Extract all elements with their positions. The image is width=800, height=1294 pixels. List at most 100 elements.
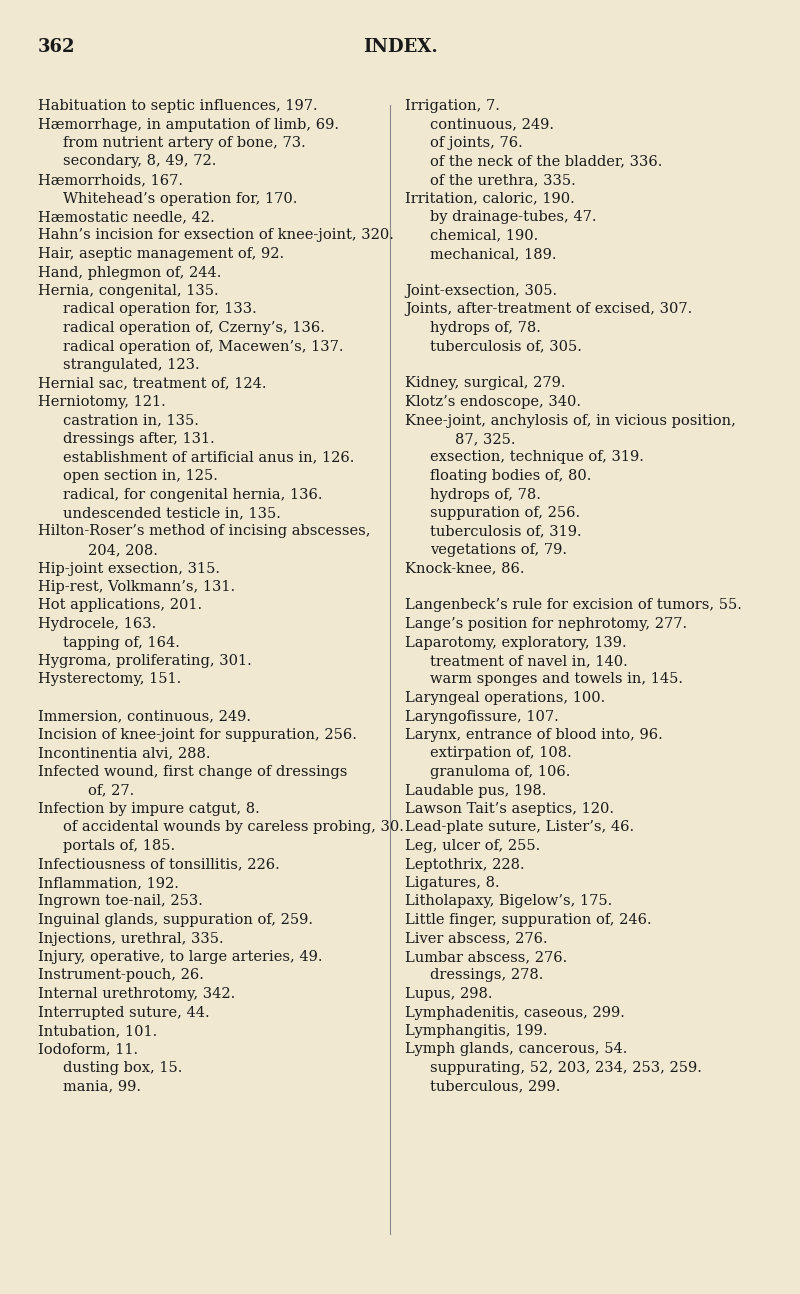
Text: continuous, 249.: continuous, 249. [430,118,554,132]
Text: tuberculosis of, 319.: tuberculosis of, 319. [430,524,582,538]
Text: Lupus, 298.: Lupus, 298. [405,987,493,1002]
Text: Hæmostatic needle, 42.: Hæmostatic needle, 42. [38,210,214,224]
Text: Hysterectomy, 151.: Hysterectomy, 151. [38,673,182,687]
Text: of the urethra, 335.: of the urethra, 335. [430,173,576,188]
Text: Knock-knee, 86.: Knock-knee, 86. [405,562,525,576]
Text: Leptothrix, 228.: Leptothrix, 228. [405,858,525,871]
Text: extirpation of, 108.: extirpation of, 108. [430,747,572,761]
Text: Intubation, 101.: Intubation, 101. [38,1024,158,1038]
Text: radical operation for, 133.: radical operation for, 133. [63,303,257,317]
Text: Incontinentia alvi, 288.: Incontinentia alvi, 288. [38,747,210,761]
Text: Joint-exsection, 305.: Joint-exsection, 305. [405,283,557,298]
Text: Internal urethrotomy, 342.: Internal urethrotomy, 342. [38,987,235,1002]
Text: suppuration of, 256.: suppuration of, 256. [430,506,580,520]
Text: Hip-joint exsection, 315.: Hip-joint exsection, 315. [38,562,220,576]
Text: mechanical, 189.: mechanical, 189. [430,247,557,261]
Text: Hilton-Roser’s method of incising abscesses,: Hilton-Roser’s method of incising absces… [38,524,370,538]
Text: granuloma of, 106.: granuloma of, 106. [430,765,570,779]
Text: secondary, 8, 49, 72.: secondary, 8, 49, 72. [63,154,216,168]
Text: Lumbar abscess, 276.: Lumbar abscess, 276. [405,950,567,964]
Text: Hernial sac, treatment of, 124.: Hernial sac, treatment of, 124. [38,377,266,391]
Text: Lawson Tait’s aseptics, 120.: Lawson Tait’s aseptics, 120. [405,802,614,817]
Text: 204, 208.: 204, 208. [88,543,158,556]
Text: Hæmorrhage, in amputation of limb, 69.: Hæmorrhage, in amputation of limb, 69. [38,118,339,132]
Text: of accidental wounds by careless probing, 30.: of accidental wounds by careless probing… [63,820,404,835]
Text: castration in, 135.: castration in, 135. [63,414,199,427]
Text: exsection, technique of, 319.: exsection, technique of, 319. [430,450,644,465]
Text: Laparotomy, exploratory, 139.: Laparotomy, exploratory, 139. [405,635,626,650]
Text: tapping of, 164.: tapping of, 164. [63,635,180,650]
Text: Hand, phlegmon of, 244.: Hand, phlegmon of, 244. [38,265,222,280]
Text: treatment of navel in, 140.: treatment of navel in, 140. [430,653,628,668]
Text: Irrigation, 7.: Irrigation, 7. [405,100,500,113]
Text: radical operation of, Czerny’s, 136.: radical operation of, Czerny’s, 136. [63,321,325,335]
Text: Joints, after-treatment of excised, 307.: Joints, after-treatment of excised, 307. [405,303,692,317]
Text: 87, 325.: 87, 325. [455,432,515,446]
Text: tuberculous, 299.: tuberculous, 299. [430,1079,560,1093]
Text: open section in, 125.: open section in, 125. [63,468,218,483]
Text: portals of, 185.: portals of, 185. [63,839,175,853]
Text: Hip-rest, Volkmann’s, 131.: Hip-rest, Volkmann’s, 131. [38,580,235,594]
Text: Iodoform, 11.: Iodoform, 11. [38,1043,138,1056]
Text: Incision of knee-joint for suppuration, 256.: Incision of knee-joint for suppuration, … [38,729,357,741]
Text: Inguinal glands, suppuration of, 259.: Inguinal glands, suppuration of, 259. [38,914,313,927]
Text: of the neck of the bladder, 336.: of the neck of the bladder, 336. [430,154,662,168]
Text: Instrument-pouch, 26.: Instrument-pouch, 26. [38,968,204,982]
Text: Infection by impure catgut, 8.: Infection by impure catgut, 8. [38,802,260,817]
Text: warm sponges and towels in, 145.: warm sponges and towels in, 145. [430,673,683,687]
Text: floating bodies of, 80.: floating bodies of, 80. [430,468,591,483]
Text: Immersion, continuous, 249.: Immersion, continuous, 249. [38,709,251,723]
Text: dressings after, 131.: dressings after, 131. [63,432,214,446]
Text: INDEX.: INDEX. [362,38,438,56]
Text: Little finger, suppuration of, 246.: Little finger, suppuration of, 246. [405,914,652,927]
Text: Whitehead’s operation for, 170.: Whitehead’s operation for, 170. [63,192,298,206]
Text: Hygroma, proliferating, 301.: Hygroma, proliferating, 301. [38,653,252,668]
Text: Lead-plate suture, Lister’s, 46.: Lead-plate suture, Lister’s, 46. [405,820,634,835]
Text: Langenbeck’s rule for excision of tumors, 55.: Langenbeck’s rule for excision of tumors… [405,599,742,612]
Text: establishment of artificial anus in, 126.: establishment of artificial anus in, 126… [63,450,354,465]
Text: Herniotomy, 121.: Herniotomy, 121. [38,395,166,409]
Text: Litholapaxy, Bigelow’s, 175.: Litholapaxy, Bigelow’s, 175. [405,894,612,908]
Text: Infected wound, first change of dressings: Infected wound, first change of dressing… [38,765,347,779]
Text: Hæmorrhoids, 167.: Hæmorrhoids, 167. [38,173,183,188]
Text: dressings, 278.: dressings, 278. [430,968,543,982]
Text: Liver abscess, 276.: Liver abscess, 276. [405,932,548,946]
Text: Inflammation, 192.: Inflammation, 192. [38,876,179,890]
Text: chemical, 190.: chemical, 190. [430,229,538,242]
Text: Knee-joint, anchylosis of, in vicious position,: Knee-joint, anchylosis of, in vicious po… [405,414,736,427]
Text: Lymph glands, cancerous, 54.: Lymph glands, cancerous, 54. [405,1043,627,1056]
Text: undescended testicle in, 135.: undescended testicle in, 135. [63,506,281,520]
Text: strangulated, 123.: strangulated, 123. [63,358,200,371]
Text: Larynx, entrance of blood into, 96.: Larynx, entrance of blood into, 96. [405,729,662,741]
Text: Hydrocele, 163.: Hydrocele, 163. [38,617,156,631]
Text: by drainage-tubes, 47.: by drainage-tubes, 47. [430,210,597,224]
Text: Interrupted suture, 44.: Interrupted suture, 44. [38,1005,210,1020]
Text: suppurating, 52, 203, 234, 253, 259.: suppurating, 52, 203, 234, 253, 259. [430,1061,702,1075]
Text: Lange’s position for nephrotomy, 277.: Lange’s position for nephrotomy, 277. [405,617,687,631]
Text: hydrops of, 78.: hydrops of, 78. [430,488,541,502]
Text: Hernia, congenital, 135.: Hernia, congenital, 135. [38,283,218,298]
Text: Irritation, caloric, 190.: Irritation, caloric, 190. [405,192,574,206]
Text: mania, 99.: mania, 99. [63,1079,141,1093]
Text: Lymphadenitis, caseous, 299.: Lymphadenitis, caseous, 299. [405,1005,625,1020]
Text: Infectiousness of tonsillitis, 226.: Infectiousness of tonsillitis, 226. [38,858,280,871]
Text: Kidney, surgical, 279.: Kidney, surgical, 279. [405,377,566,391]
Text: 362: 362 [38,38,75,56]
Text: vegetations of, 79.: vegetations of, 79. [430,543,567,556]
Text: Ligatures, 8.: Ligatures, 8. [405,876,500,890]
Text: of joints, 76.: of joints, 76. [430,136,522,150]
Text: Hahn’s incision for exsection of knee-joint, 320.: Hahn’s incision for exsection of knee-jo… [38,229,394,242]
Text: tuberculosis of, 305.: tuberculosis of, 305. [430,339,582,353]
Text: Laryngofissure, 107.: Laryngofissure, 107. [405,709,558,723]
Text: Klotz’s endoscope, 340.: Klotz’s endoscope, 340. [405,395,581,409]
Text: hydrops of, 78.: hydrops of, 78. [430,321,541,335]
Text: Laudable pus, 198.: Laudable pus, 198. [405,783,546,797]
Text: Laryngeal operations, 100.: Laryngeal operations, 100. [405,691,606,705]
Text: radical operation of, Macewen’s, 137.: radical operation of, Macewen’s, 137. [63,339,343,353]
Text: Lymphangitis, 199.: Lymphangitis, 199. [405,1024,547,1038]
Text: radical, for congenital hernia, 136.: radical, for congenital hernia, 136. [63,488,322,502]
Text: from nutrient artery of bone, 73.: from nutrient artery of bone, 73. [63,136,306,150]
Text: Ingrown toe-nail, 253.: Ingrown toe-nail, 253. [38,894,203,908]
Text: dusting box, 15.: dusting box, 15. [63,1061,182,1075]
Text: Hair, aseptic management of, 92.: Hair, aseptic management of, 92. [38,247,284,261]
